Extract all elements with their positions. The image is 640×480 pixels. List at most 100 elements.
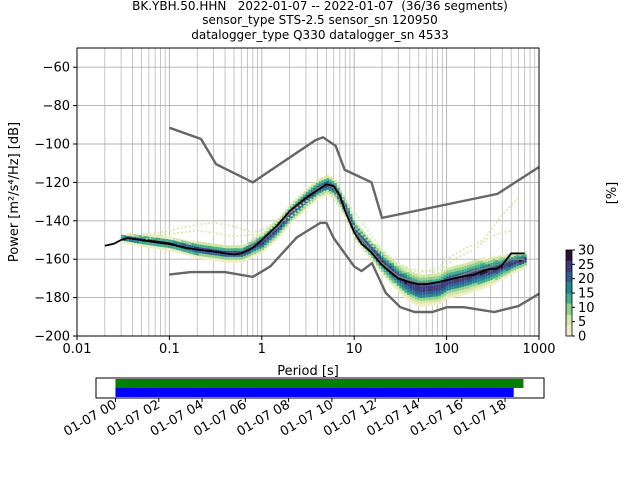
heatmap-cell: [261, 250, 265, 254]
heatmap-cell: [256, 243, 259, 247]
heatmap-cell: [225, 248, 228, 252]
heatmap-cell: [451, 283, 454, 287]
heatmap-cell: [204, 256, 207, 260]
heatmap-cell: [453, 282, 457, 286]
heatmap-cell: [477, 258, 480, 262]
heatmap-cell: [295, 215, 298, 219]
colorbar-segment: [566, 320, 572, 323]
heatmap-cell: [313, 199, 317, 203]
heatmap-cell: [160, 235, 163, 239]
heatmap-cell: [227, 256, 231, 260]
heatmap-cell: [362, 245, 366, 249]
heatmap-cell: [508, 255, 512, 259]
heatmap-cell: [391, 265, 395, 269]
heatmap-cell: [505, 253, 509, 257]
heatmap-cell: [469, 264, 473, 268]
x-axis: 0.01 0.1 1 10 100 1000 Period [s]: [63, 336, 556, 379]
heatmap-cell: [524, 254, 527, 258]
heatmap-cell: [456, 285, 460, 289]
heatmap-cell: [196, 252, 200, 256]
heatmap-cell: [456, 293, 460, 297]
heatmap-cell: [297, 207, 301, 211]
heatmap-cell: [219, 258, 223, 262]
heatmap-cell: [180, 251, 184, 255]
heatmap-cell: [232, 253, 236, 257]
heatmap-cell: [391, 260, 395, 264]
heatmap-cell: [201, 253, 205, 257]
heatmap-cell: [396, 268, 400, 272]
heatmap-cell: [448, 269, 452, 273]
y-tick-label: −180: [34, 291, 70, 306]
heatmap-cell: [511, 259, 514, 263]
heatmap-cell: [396, 271, 400, 275]
heatmap-cell: [427, 285, 431, 289]
heatmap-cell: [269, 240, 272, 244]
heatmap-cell: [469, 261, 473, 265]
heatmap-cell: [435, 293, 439, 297]
x-tick-label: 1: [258, 342, 266, 357]
heatmap-cell: [490, 279, 493, 283]
heatmap-cell: [256, 235, 259, 239]
heatmap-cell: [511, 253, 514, 257]
heatmap-cell: [240, 245, 244, 249]
heatmap-cell: [453, 271, 457, 275]
heatmap-cell: [391, 280, 395, 284]
colorbar-segment: [566, 272, 572, 275]
heatmap-cell: [225, 256, 228, 260]
heatmap-cell: [422, 280, 426, 284]
heatmap-cell: [295, 201, 298, 205]
heatmap-cell: [323, 181, 327, 185]
heatmap-cell: [409, 294, 413, 298]
heatmap-cell: [147, 236, 150, 240]
heatmap-cell: [368, 240, 371, 244]
heatmap-cell: [430, 296, 434, 300]
heatmap-cell: [193, 249, 197, 253]
heatmap-cell: [474, 271, 478, 275]
heatmap-cell: [407, 268, 410, 272]
heatmap-cell: [430, 293, 434, 297]
heatmap-cell: [433, 296, 436, 300]
heatmap-cell: [513, 258, 517, 262]
heatmap-cell: [274, 235, 278, 239]
heatmap-cell: [339, 203, 343, 207]
heatmap-cell: [271, 237, 275, 241]
heatmap-cell: [443, 269, 447, 273]
heatmap-cell: [399, 265, 402, 269]
heatmap-cell: [487, 260, 491, 264]
heatmap-cell: [352, 217, 356, 221]
heatmap-cell: [230, 250, 233, 254]
heatmap-cell: [167, 236, 171, 240]
psd-coverage-bar: [115, 388, 514, 397]
heatmap-cell: [401, 287, 405, 291]
heatmap-cell: [277, 229, 280, 233]
heatmap-cell: [399, 285, 402, 289]
heatmap-cell: [448, 289, 452, 293]
heatmap-cell: [277, 226, 280, 230]
heatmap-cell: [409, 273, 413, 277]
heatmap-cell: [485, 270, 488, 274]
heatmap-cell: [394, 262, 397, 266]
heatmap-cell: [282, 226, 285, 230]
heatmap-cell: [266, 236, 270, 240]
heatmap-cell: [466, 282, 470, 286]
heatmap-cell: [482, 271, 486, 275]
heatmap-cell: [331, 189, 335, 193]
heatmap-cell: [352, 222, 356, 226]
heatmap-cell: [466, 265, 470, 269]
heatmap-cell: [409, 288, 413, 292]
heatmap-cell: [412, 286, 415, 290]
heatmap-cell: [274, 223, 278, 227]
heatmap-cell: [188, 250, 192, 254]
heatmap-cell: [334, 180, 337, 184]
heatmap-cell: [485, 261, 488, 265]
heatmap-cell: [409, 271, 413, 275]
heatmap-cell: [191, 251, 194, 255]
heatmap-cell: [269, 237, 272, 241]
heatmap-cell: [279, 229, 283, 233]
heatmap-cell: [128, 233, 132, 237]
heatmap-cell: [412, 292, 415, 296]
heatmap-cell: [336, 196, 340, 200]
heatmap-cell: [248, 244, 252, 248]
heatmap-cell: [292, 215, 296, 219]
heatmap-cell: [339, 189, 343, 193]
